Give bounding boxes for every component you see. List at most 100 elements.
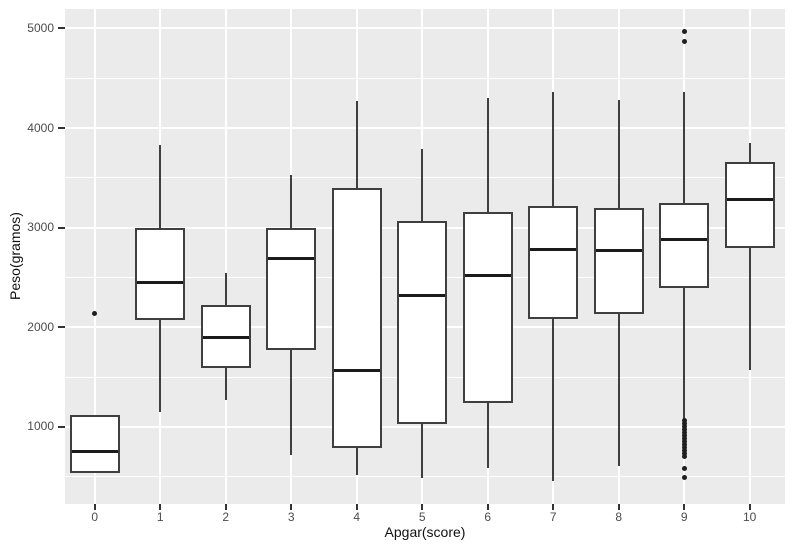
- box: [659, 202, 710, 289]
- outlier-point: [681, 424, 687, 430]
- x-tick-label: 6: [484, 510, 492, 524]
- box: [593, 207, 644, 315]
- x-tick-mark: [683, 504, 686, 510]
- lower-whisker: [552, 319, 555, 482]
- x-tick-label: 9: [680, 510, 688, 524]
- gridline-major-x: [224, 9, 227, 504]
- outlier-point: [681, 28, 687, 34]
- median-line: [661, 238, 708, 242]
- upper-whisker: [683, 92, 686, 203]
- upper-whisker: [355, 101, 358, 188]
- box: [528, 205, 579, 320]
- x-tick-label: 3: [287, 510, 295, 524]
- upper-whisker: [290, 174, 293, 228]
- upper-whisker: [486, 98, 489, 212]
- upper-whisker: [617, 100, 620, 208]
- outlier-point: [681, 442, 687, 448]
- lower-whisker: [290, 349, 293, 456]
- x-tick-mark: [552, 504, 555, 510]
- outlier-point: [681, 427, 687, 433]
- y-tick-mark: [58, 226, 65, 229]
- median-line: [726, 198, 773, 202]
- outlier-point: [681, 448, 687, 454]
- x-tick-label: 8: [615, 510, 623, 524]
- box: [724, 161, 775, 248]
- gridline-minor-y: [65, 476, 785, 478]
- x-axis-title: Apgar(score): [384, 524, 466, 540]
- upper-whisker: [159, 144, 162, 228]
- lower-whisker: [486, 402, 489, 469]
- median-line: [595, 249, 642, 253]
- x-tick-label: 0: [91, 510, 99, 524]
- median-line: [399, 293, 446, 297]
- outlier-point: [681, 436, 687, 442]
- x-tick-label: 2: [222, 510, 230, 524]
- x-tick-mark: [421, 504, 424, 510]
- lower-whisker: [159, 320, 162, 412]
- median-line: [464, 273, 511, 277]
- gridline-major-y: [65, 425, 785, 428]
- lower-whisker: [224, 368, 227, 400]
- outlier-point: [681, 418, 687, 424]
- box: [331, 187, 382, 448]
- median-line: [268, 256, 315, 260]
- y-tick-mark: [58, 27, 65, 30]
- lower-whisker: [617, 314, 620, 466]
- box: [135, 227, 186, 321]
- x-tick-mark: [93, 504, 96, 510]
- upper-whisker: [552, 92, 555, 206]
- x-tick-mark: [748, 504, 751, 510]
- outlier-point: [681, 421, 687, 427]
- median-line: [71, 450, 118, 454]
- box: [397, 220, 448, 424]
- gridline-major-y: [65, 27, 785, 30]
- outlier-point: [681, 466, 687, 472]
- lower-whisker: [421, 423, 424, 479]
- median-line: [530, 248, 577, 252]
- y-tick-label: 4000: [27, 120, 54, 135]
- plot-panel: [65, 9, 785, 504]
- median-line: [137, 280, 184, 284]
- box: [69, 414, 120, 473]
- outlier-point: [681, 430, 687, 436]
- x-tick-label: 5: [418, 510, 426, 524]
- outlier-point: [92, 310, 98, 316]
- x-tick-mark: [224, 504, 227, 510]
- x-tick-label: 4: [353, 510, 361, 524]
- y-tick-mark: [58, 425, 65, 428]
- median-line: [202, 335, 249, 339]
- upper-whisker: [748, 142, 751, 162]
- y-tick-label: 5000: [27, 20, 54, 35]
- outlier-point: [681, 433, 687, 439]
- lower-whisker: [683, 288, 686, 419]
- outlier-point: [681, 38, 687, 44]
- outlier-point: [681, 454, 687, 460]
- gridline-minor-y: [65, 77, 785, 79]
- x-tick-label: 7: [549, 510, 557, 524]
- lower-whisker: [355, 447, 358, 476]
- x-tick-mark: [486, 504, 489, 510]
- box: [266, 227, 317, 350]
- y-tick-label: 3000: [27, 220, 54, 235]
- outlier-point: [681, 451, 687, 457]
- y-tick-mark: [58, 127, 65, 130]
- upper-whisker: [224, 273, 227, 306]
- gridline-major-y: [65, 127, 785, 130]
- x-tick-mark: [159, 504, 162, 510]
- x-tick-label: 10: [743, 510, 757, 524]
- upper-whisker: [421, 148, 424, 221]
- gridline-major-x: [93, 9, 96, 504]
- outlier-point: [681, 475, 687, 481]
- y-tick-mark: [58, 326, 65, 329]
- y-tick-label: 2000: [27, 319, 54, 334]
- x-tick-mark: [290, 504, 293, 510]
- median-line: [333, 368, 380, 372]
- x-tick-mark: [617, 504, 620, 510]
- x-tick-label: 1: [156, 510, 164, 524]
- x-tick-mark: [355, 504, 358, 510]
- outlier-point: [681, 439, 687, 445]
- y-tick-label: 1000: [27, 419, 54, 434]
- box: [462, 211, 513, 403]
- gridline-minor-y: [65, 177, 785, 179]
